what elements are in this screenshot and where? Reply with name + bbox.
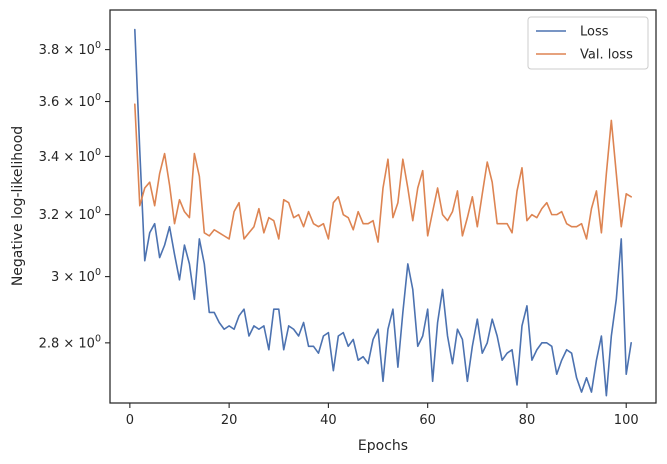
plot-frame bbox=[109, 9, 657, 404]
x-axis-label: Epochs bbox=[358, 438, 408, 454]
legend-label-val-loss: Val. loss bbox=[580, 48, 633, 63]
x-tick-label: 0 bbox=[126, 413, 134, 428]
plot-area bbox=[110, 10, 656, 403]
y-tick-label: 3.4 × 100 bbox=[39, 147, 101, 165]
series-layer bbox=[134, 28, 632, 397]
x-axis: 0 20 40 60 80 100 bbox=[126, 403, 639, 428]
x-tick-label: 100 bbox=[614, 413, 639, 428]
x-tick-label: 80 bbox=[519, 413, 536, 428]
x-tick-label: 60 bbox=[419, 413, 436, 428]
y-tick-label: 3.6 × 100 bbox=[39, 92, 101, 110]
series-line-loss bbox=[134, 28, 632, 397]
y-tick-label: 2.8 × 100 bbox=[39, 333, 101, 351]
legend: Loss Val. loss bbox=[527, 16, 649, 70]
legend-label-loss: Loss bbox=[580, 25, 609, 40]
y-tick-label: 3.2 × 100 bbox=[39, 205, 101, 223]
y-axis: 2.8 × 100 3 × 100 3.2 × 100 3.4 × 100 3.6 × … bbox=[39, 40, 110, 351]
y-axis-label: Negative log-likelihood bbox=[10, 126, 26, 286]
x-tick-label: 40 bbox=[320, 413, 337, 428]
x-tick-label: 20 bbox=[221, 413, 238, 428]
series-line-val-loss bbox=[134, 103, 632, 243]
legend-box bbox=[527, 16, 649, 70]
y-tick-label: 3 × 100 bbox=[51, 267, 101, 285]
y-tick-label: 3.8 × 100 bbox=[39, 40, 101, 58]
